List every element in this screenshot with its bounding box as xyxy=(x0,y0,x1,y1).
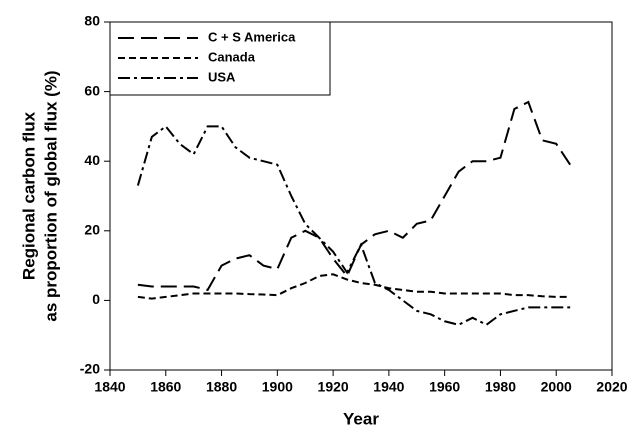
y-tick-label: 80 xyxy=(84,13,100,29)
x-tick-label: 1880 xyxy=(206,379,237,395)
y-tick-label: 0 xyxy=(92,291,100,307)
series-line xyxy=(137,273,571,300)
legend-label: Canada xyxy=(208,49,256,64)
x-tick-label: 1980 xyxy=(485,379,516,395)
x-tick-label: 2000 xyxy=(541,379,572,395)
x-tick-label: 2020 xyxy=(596,379,627,395)
y-axis-label: Regional carbon flux xyxy=(19,111,38,280)
series-line xyxy=(137,100,571,292)
x-tick-label: 1920 xyxy=(318,379,349,395)
series-line xyxy=(136,125,571,326)
legend-box xyxy=(109,21,331,96)
y-tick-label: 20 xyxy=(84,222,100,238)
x-tick-label: 1960 xyxy=(429,379,460,395)
legend-label: USA xyxy=(208,69,236,84)
x-tick-label: 1860 xyxy=(150,379,181,395)
y-tick-label: -20 xyxy=(80,361,100,377)
legend-label: C + S America xyxy=(208,29,296,44)
x-axis-label: Year xyxy=(343,409,379,428)
plot-frame xyxy=(109,21,613,371)
y-tick-label: 40 xyxy=(84,152,100,168)
y-tick-label: 60 xyxy=(84,82,100,98)
x-tick-label: 1900 xyxy=(262,379,293,395)
x-tick-label: 1940 xyxy=(373,379,404,395)
x-tick-label: 1840 xyxy=(94,379,125,395)
y-axis-label: as proportion of global flux (%) xyxy=(41,70,60,321)
